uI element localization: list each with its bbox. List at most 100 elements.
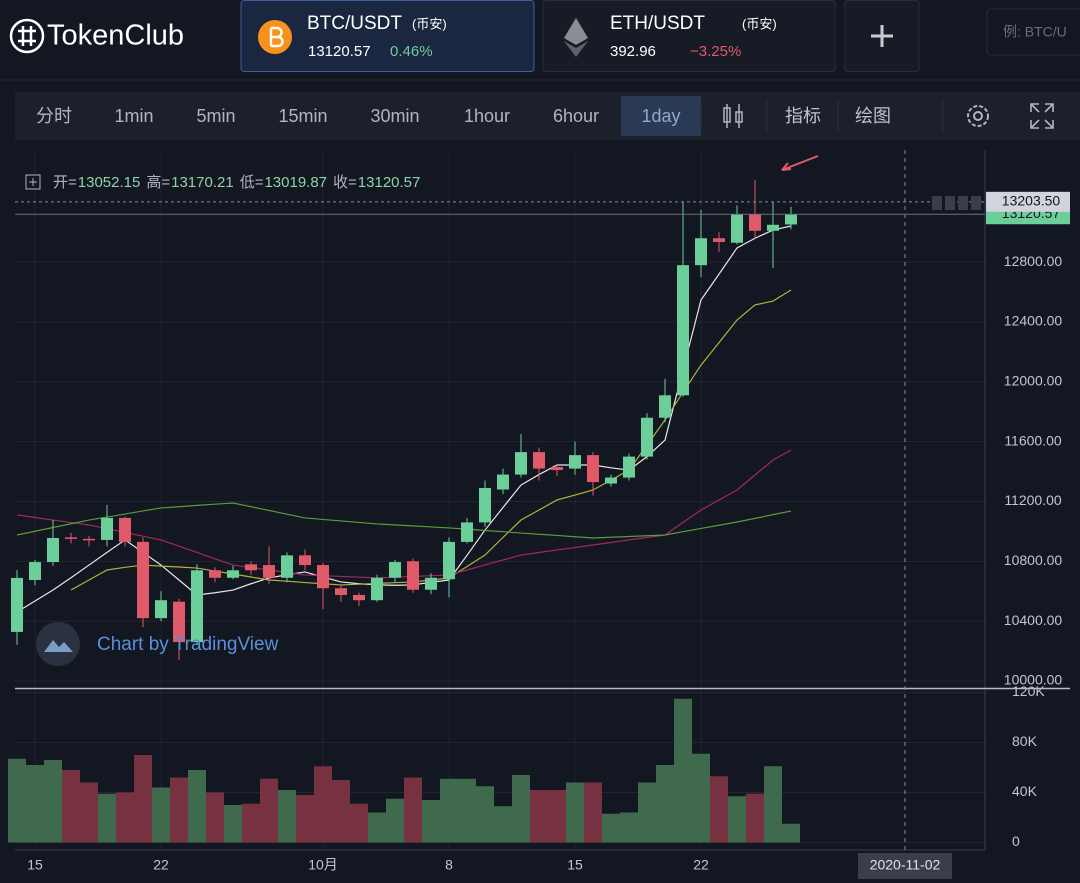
volume-bar xyxy=(98,793,116,843)
interval-button[interactable]: 1day xyxy=(641,106,680,126)
volume-bar xyxy=(530,790,548,843)
legend-value: 13052.15 xyxy=(78,174,141,191)
x-tick-label: 15 xyxy=(27,857,43,873)
interval-button[interactable]: 分时 xyxy=(36,106,72,126)
y-tick-label: 10000.00 xyxy=(1004,672,1063,688)
volume-bar xyxy=(206,792,224,843)
candle-body xyxy=(731,214,743,243)
candle-body xyxy=(425,577,437,590)
moving-average-line xyxy=(16,502,792,539)
interval-button[interactable]: 15min xyxy=(278,106,327,126)
volume-bar xyxy=(548,790,566,843)
candle-body xyxy=(281,555,293,578)
price-label-box xyxy=(986,191,1070,212)
candle-body xyxy=(569,455,581,469)
search-box[interactable] xyxy=(986,8,1080,56)
candle-body xyxy=(335,588,347,595)
tab-btc[interactable] xyxy=(240,0,535,72)
candle-body xyxy=(11,577,23,632)
volume-tick-label: 80K xyxy=(1012,733,1038,749)
candle-body xyxy=(461,522,473,542)
volume-tick-label: 0 xyxy=(1012,833,1020,849)
settings-icon[interactable] xyxy=(967,105,989,127)
search-placeholder: 例: BTC/U xyxy=(1003,24,1067,40)
candle-type-icon[interactable] xyxy=(723,104,743,128)
pane-control[interactable] xyxy=(958,196,968,210)
y-tick-label: 10400.00 xyxy=(1004,612,1063,628)
plus-icon xyxy=(871,25,893,47)
volume-bar xyxy=(170,777,188,843)
candle-body xyxy=(551,467,563,471)
settings-icon-center xyxy=(973,111,983,121)
candle-body xyxy=(29,562,41,581)
volume-bar xyxy=(404,777,422,843)
candle-body xyxy=(659,395,671,418)
watermark-logo xyxy=(36,622,80,666)
interval-button[interactable]: 1hour xyxy=(464,106,510,126)
header: TokenClub BTC/USDT (币安) 13120.57 0.46% E… xyxy=(0,0,1080,81)
candle-body xyxy=(443,541,455,580)
candle-body xyxy=(749,214,761,231)
tool-button[interactable]: 指标 xyxy=(785,106,821,126)
volume-bar xyxy=(386,798,404,843)
volume-bar xyxy=(584,782,602,843)
legend-value: 13019.87 xyxy=(264,174,327,191)
crosshair-date: 2020-11-02 xyxy=(870,857,941,873)
volume-tick-label: 40K xyxy=(1012,783,1038,799)
eth-icon-bottom xyxy=(564,41,588,57)
x-tick-label: 22 xyxy=(693,857,709,873)
candle-body xyxy=(479,488,491,523)
tab-price: 13120.57 xyxy=(308,43,371,60)
pane-control[interactable] xyxy=(945,196,955,210)
interval-button[interactable]: 30min xyxy=(370,106,419,126)
interval-button[interactable]: 5min xyxy=(196,106,235,126)
volume-bar xyxy=(692,753,710,843)
tool-button[interactable]: 绘图 xyxy=(855,106,891,126)
x-tick-label: 10月 xyxy=(308,857,338,873)
volume-bar xyxy=(674,698,692,843)
pane-control[interactable] xyxy=(932,196,942,210)
volume-bar xyxy=(782,823,800,843)
tab-eth[interactable] xyxy=(542,0,836,72)
y-tick-label: 12800.00 xyxy=(1004,253,1063,269)
y-tick-label: 10800.00 xyxy=(1004,552,1063,568)
candle-body xyxy=(713,238,725,242)
candle-body xyxy=(497,474,509,490)
volume-bar xyxy=(80,782,98,843)
candle-body xyxy=(371,577,383,601)
legend-label: 高= xyxy=(146,174,170,191)
volume-bar xyxy=(602,813,620,843)
volume-bar xyxy=(422,800,440,843)
volume-bar xyxy=(296,795,314,843)
y-tick-label: 11200.00 xyxy=(1004,492,1062,508)
volume-bar xyxy=(152,787,170,843)
legend-label: 收= xyxy=(333,174,357,191)
legend-toggle-plus xyxy=(29,178,37,186)
y-tick-label: 11600.00 xyxy=(1004,432,1062,448)
volume-bar xyxy=(116,792,134,843)
volume-bar xyxy=(224,805,242,843)
volume-bar xyxy=(620,812,638,843)
interval-button[interactable]: 6hour xyxy=(553,106,599,126)
pane-control[interactable] xyxy=(971,196,981,210)
volume-bar xyxy=(494,806,512,843)
candle-body xyxy=(155,600,167,619)
candle-body xyxy=(227,570,239,578)
candle-body xyxy=(695,238,707,266)
fullscreen-icon[interactable] xyxy=(1030,103,1054,129)
interval-button[interactable]: 1min xyxy=(114,106,153,126)
active-interval-bg xyxy=(621,96,701,136)
volume-bar xyxy=(26,765,44,843)
candle-body xyxy=(641,417,653,457)
candle-body xyxy=(353,594,365,601)
volume-bar xyxy=(710,776,728,843)
y-tick-label: 12000.00 xyxy=(1004,373,1063,389)
tab-exchange: (币安) xyxy=(412,16,447,31)
candle-body xyxy=(119,517,131,542)
volume-bar xyxy=(350,803,368,843)
candle-body xyxy=(101,517,113,540)
volume-bar xyxy=(44,760,62,843)
toolbar xyxy=(15,92,1080,140)
volume-bar xyxy=(746,793,764,843)
crosshair-date-box xyxy=(858,853,952,879)
